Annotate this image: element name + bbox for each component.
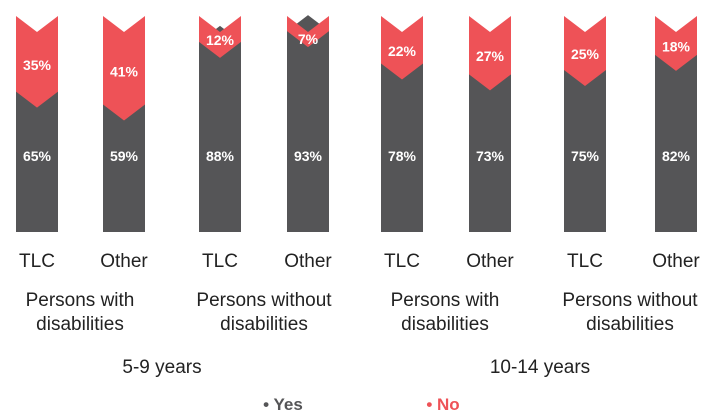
bar-no-segment [381,16,423,80]
bar-yes-value-label: 93% [294,148,323,164]
bar-yes-value-label: 78% [388,148,417,164]
bar-yes-value-label: 73% [476,148,505,164]
legend: • Yes • No [263,395,460,414]
bar-no-value-label: 25% [571,46,600,62]
bar-no-value-label: 22% [388,43,417,59]
age-group-label: 10-14 years [490,357,590,378]
labels-layer: 35% 65% TLC 41% 59% Other Persons with disabili… [19,31,700,378]
bar-yes-segment [287,15,329,233]
category-label: TLC [19,251,55,272]
bar-yes-value-label: 59% [110,148,139,164]
bar-no-segment [564,16,606,86]
category-label: TLC [567,251,603,272]
legend-item: • Yes [263,395,303,414]
bar-yes-value-label: 75% [571,148,600,164]
group-label: Persons without disabilities [562,290,698,335]
category-label: Other [466,251,514,272]
bar-yes-segment [469,58,511,232]
bar-no-segment [287,16,329,48]
category-label: Other [652,251,700,272]
bar-yes-value-label: 65% [23,148,52,164]
bar-yes-value-label: 82% [662,148,691,164]
bar-no-value-label: 35% [23,57,52,73]
bar-no-value-label: 18% [662,38,691,54]
bar-yes-segment [655,38,697,232]
bar-no-value-label: 7% [298,31,319,47]
group-label: Persons with disabilities [26,290,135,335]
bar-yes-segment [16,75,58,232]
bars-layer [16,15,697,233]
category-label: Other [284,251,332,272]
bar-no-segment [16,16,58,108]
legend-item: • No [426,395,459,414]
group-label: Persons with disabilities [391,290,500,335]
category-label: TLC [384,251,420,272]
category-label: TLC [202,251,238,272]
bar-no-segment [199,16,241,58]
bar-no-segment [103,16,145,121]
bar-yes-segment [199,25,241,233]
bar-no-segment [655,16,697,71]
bar-no-segment [469,16,511,91]
bar-yes-segment [564,54,606,232]
bar-yes-value-label: 88% [206,148,235,164]
age-group-label: 5-9 years [122,357,201,378]
bar-no-value-label: 27% [476,48,505,64]
bar-yes-segment [381,47,423,232]
bar-no-value-label: 41% [110,63,139,79]
bar-no-value-label: 12% [206,32,235,48]
group-label: Persons without disabilities [196,290,332,335]
bar-yes-segment [103,88,145,232]
category-label: Other [100,251,148,272]
